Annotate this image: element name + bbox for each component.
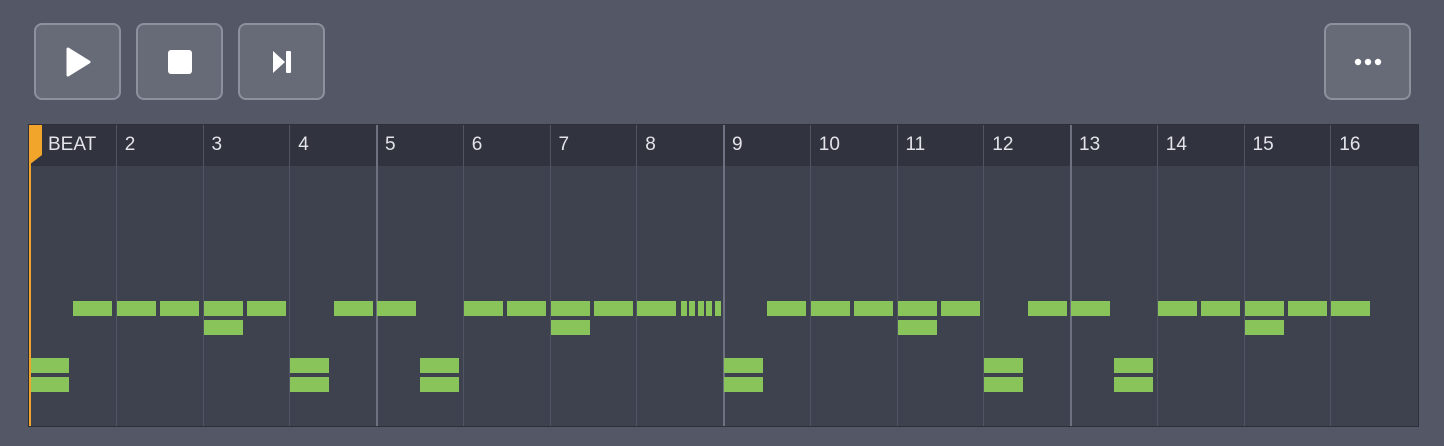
note[interactable]	[334, 301, 373, 316]
note[interactable]	[984, 377, 1023, 392]
beat-header-15: 15	[1252, 134, 1274, 155]
note[interactable]	[1028, 301, 1067, 316]
note[interactable]	[1288, 301, 1327, 316]
beat-divider	[1157, 125, 1158, 426]
note[interactable]	[689, 301, 695, 316]
note[interactable]	[1331, 301, 1370, 316]
note[interactable]	[464, 301, 503, 316]
stop-button[interactable]	[136, 23, 223, 100]
playhead[interactable]	[29, 125, 31, 426]
beat-divider	[1244, 125, 1245, 426]
note[interactable]	[941, 301, 980, 316]
stop-icon	[167, 49, 192, 74]
beat-divider	[723, 125, 725, 426]
step-forward-button[interactable]	[238, 23, 325, 100]
note[interactable]	[377, 301, 416, 316]
sequencer-grid[interactable]: BEAT 2 3 4 5 6 7 8 9 10 11 12 13 14 15 16	[28, 124, 1419, 427]
play-button[interactable]	[34, 23, 121, 100]
note[interactable]	[1201, 301, 1240, 316]
note[interactable]	[715, 301, 721, 316]
beat-header-3: 3	[211, 134, 223, 155]
note[interactable]	[1158, 301, 1197, 316]
note[interactable]	[420, 358, 459, 373]
note[interactable]	[698, 301, 704, 316]
note[interactable]	[204, 320, 243, 335]
note[interactable]	[30, 358, 69, 373]
beat-divider	[116, 125, 117, 426]
beat-header-2: 2	[124, 134, 136, 155]
note[interactable]	[73, 301, 112, 316]
step-forward-icon	[272, 50, 291, 73]
beat-header-14: 14	[1165, 134, 1187, 155]
note[interactable]	[594, 301, 633, 316]
beat-header-5: 5	[385, 134, 396, 155]
beat-divider	[1330, 125, 1331, 426]
beat-divider	[810, 125, 811, 426]
beat-divider	[983, 125, 984, 426]
note[interactable]	[204, 301, 243, 316]
note[interactable]	[160, 301, 199, 316]
note[interactable]	[1114, 358, 1153, 373]
note[interactable]	[1245, 320, 1284, 335]
note[interactable]	[854, 301, 893, 316]
note[interactable]	[898, 320, 937, 335]
note[interactable]	[767, 301, 806, 316]
beat-header-16: 16	[1339, 134, 1361, 155]
beat-divider	[463, 125, 464, 426]
beat-header-11: 11	[905, 134, 926, 155]
beat-divider	[550, 125, 551, 426]
playhead-handle[interactable]	[29, 125, 42, 165]
note[interactable]	[1245, 301, 1284, 316]
note[interactable]	[1114, 377, 1153, 392]
beat-header-8: 8	[645, 134, 656, 155]
note[interactable]	[420, 377, 459, 392]
note[interactable]	[117, 301, 156, 316]
beat-header-7: 7	[558, 134, 570, 155]
note[interactable]	[898, 301, 937, 316]
beat-header-6: 6	[471, 134, 483, 155]
note[interactable]	[507, 301, 546, 316]
note[interactable]	[290, 358, 329, 373]
beat-divider	[1070, 125, 1072, 426]
beat-header-10: 10	[818, 134, 840, 155]
note[interactable]	[551, 301, 590, 316]
note[interactable]	[724, 358, 763, 373]
note[interactable]	[637, 301, 676, 316]
beat-header-13: 13	[1079, 134, 1101, 155]
note[interactable]	[681, 301, 687, 316]
play-icon	[66, 47, 90, 76]
note[interactable]	[551, 320, 590, 335]
beat-divider	[289, 125, 290, 426]
beat-divider	[636, 125, 637, 426]
beat-header-1: BEAT	[48, 134, 97, 155]
note[interactable]	[724, 377, 763, 392]
note[interactable]	[30, 377, 69, 392]
more-options-button[interactable]	[1324, 23, 1411, 100]
note[interactable]	[1071, 301, 1110, 316]
beat-header-12: 12	[992, 134, 1014, 155]
note[interactable]	[984, 358, 1023, 373]
beat-header-4: 4	[298, 134, 309, 155]
beat-divider	[376, 125, 378, 426]
note[interactable]	[811, 301, 850, 316]
more-icon	[1354, 58, 1381, 65]
note[interactable]	[247, 301, 286, 316]
beat-divider	[203, 125, 204, 426]
note[interactable]	[290, 377, 329, 392]
beat-header-9: 9	[732, 134, 743, 155]
beat-divider	[897, 125, 898, 426]
note[interactable]	[706, 301, 712, 316]
